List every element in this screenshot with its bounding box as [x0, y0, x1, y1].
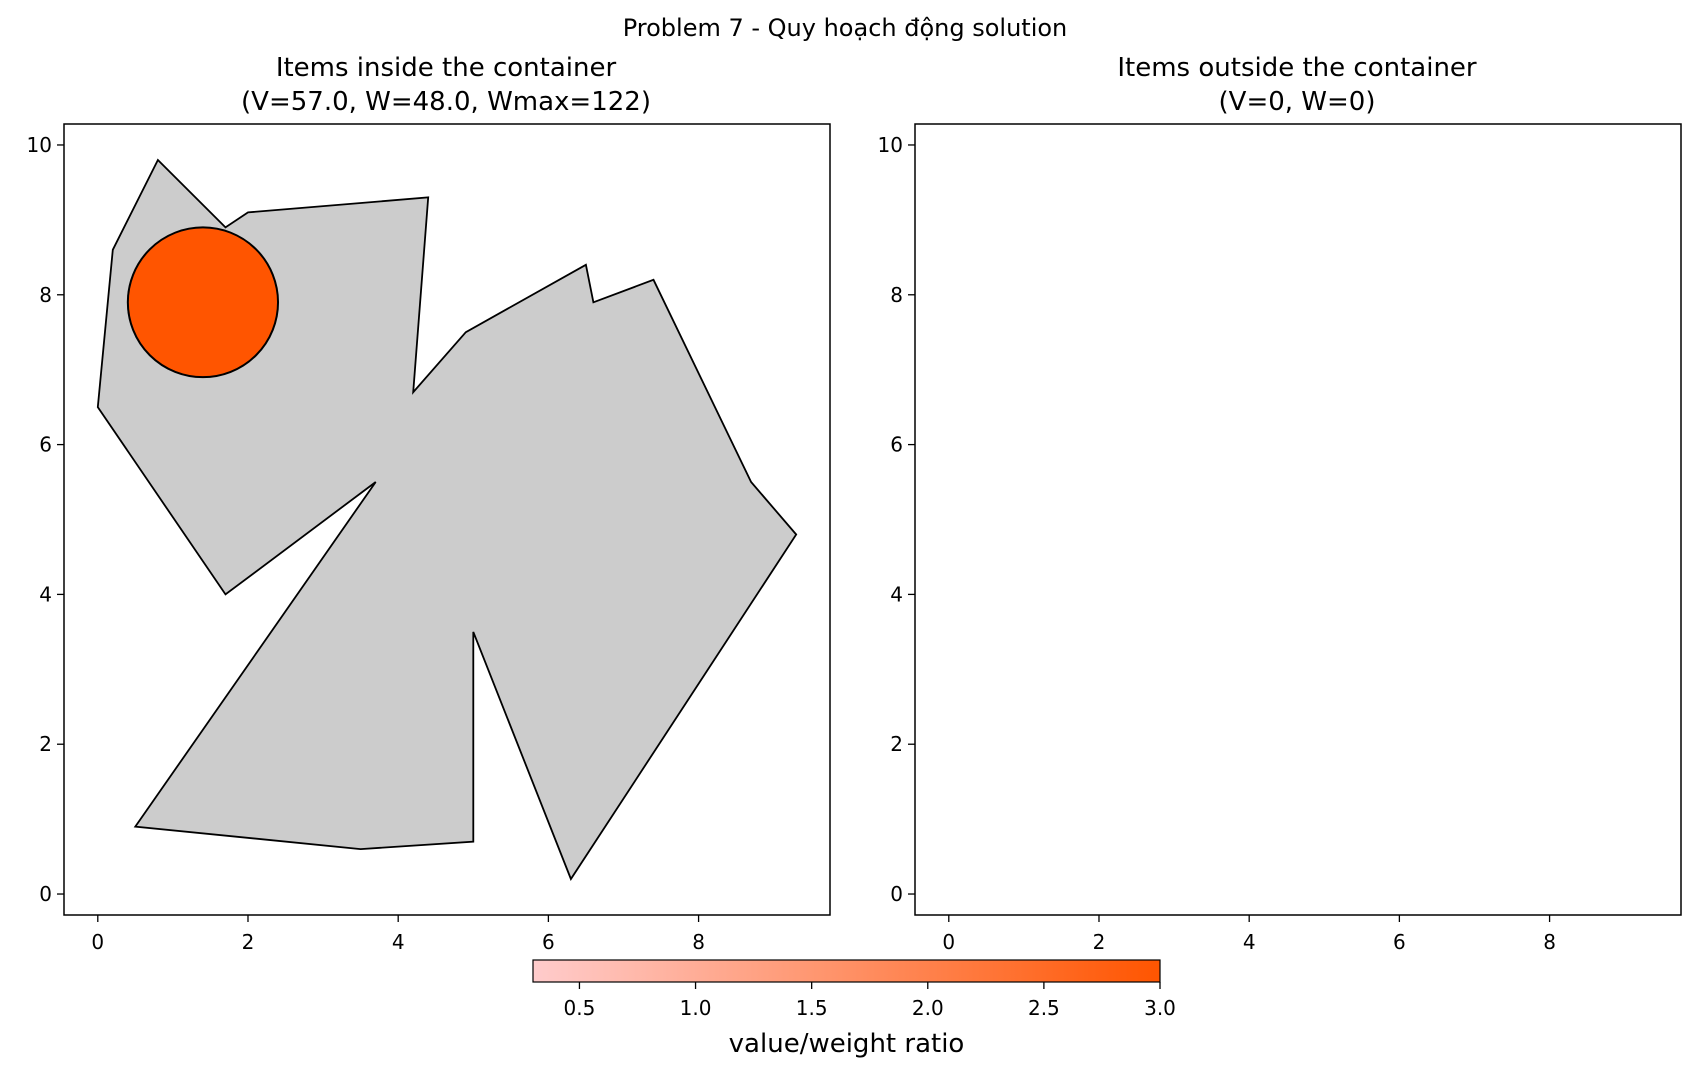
colorbar-label: value/weight ratio	[729, 1029, 965, 1059]
colorbar-tick-label: 2.5	[1028, 996, 1060, 1020]
panel-outside-title-line2: (V=0, W=0)	[1219, 87, 1376, 117]
colorbar-tick-label: 1.0	[680, 996, 712, 1020]
y-tick-label: 0	[39, 882, 52, 906]
x-tick-label: 4	[392, 930, 405, 954]
colorbar: 0.5 1.0 1.5 2.0 2.5 3.0 value/weight ratio	[532, 959, 1176, 1059]
colorbar-tick-label: 2.0	[912, 996, 944, 1020]
y-tick-label: 8	[890, 283, 903, 307]
y-tick-label: 2	[39, 732, 52, 756]
axes-ticks-outside: 0 2 4 6 8 0 2 4 6 8 10	[878, 133, 1556, 954]
colorbar-ticks: 0.5 1.0 1.5 2.0 2.5 3.0	[564, 982, 1176, 1020]
y-tick-label: 2	[890, 732, 903, 756]
panel-inside-title-line2: (V=57.0, W=48.0, Wmax=122)	[241, 87, 651, 117]
x-tick-label: 4	[1243, 930, 1256, 954]
colorbar-gradient	[532, 959, 1161, 983]
x-tick-label: 6	[1393, 930, 1406, 954]
y-tick-label: 6	[39, 433, 52, 457]
panel-inside-title-line1: Items inside the container	[276, 53, 617, 83]
panel-outside: Items outside the container (V=0, W=0) 0…	[878, 53, 1682, 954]
x-tick-label: 2	[1093, 930, 1106, 954]
y-tick-label: 10	[878, 133, 903, 157]
y-tick-label: 0	[890, 882, 903, 906]
axes-frame-inside	[63, 123, 831, 916]
y-tick-label: 6	[890, 433, 903, 457]
panel-outside-title-line1: Items outside the container	[1117, 53, 1477, 83]
figure-suptitle: Problem 7 - Quy hoạch động solution	[623, 14, 1068, 42]
x-tick-label: 0	[91, 930, 104, 954]
plot-area-inside	[96, 158, 798, 881]
x-tick-label: 8	[1543, 930, 1556, 954]
x-tick-label: 0	[942, 930, 955, 954]
x-tick-label: 8	[692, 930, 705, 954]
y-tick-label: 4	[890, 582, 903, 606]
container-polygon	[96, 158, 798, 881]
panel-inside: Items inside the container (V=57.0, W=48…	[27, 53, 831, 954]
colorbar-tick-label: 3.0	[1144, 996, 1176, 1020]
axes-ticks-inside: 0 2 4 6 8 0 2 4 6 8 10	[27, 133, 705, 954]
colorbar-tick-label: 0.5	[564, 996, 596, 1020]
x-tick-label: 6	[542, 930, 555, 954]
x-tick-label: 2	[242, 930, 255, 954]
y-tick-label: 10	[27, 133, 52, 157]
item-circle-0	[126, 226, 280, 379]
y-tick-label: 4	[39, 582, 52, 606]
colorbar-tick-label: 1.5	[796, 996, 828, 1020]
y-tick-label: 8	[39, 283, 52, 307]
axes-frame-outside	[914, 123, 1682, 916]
